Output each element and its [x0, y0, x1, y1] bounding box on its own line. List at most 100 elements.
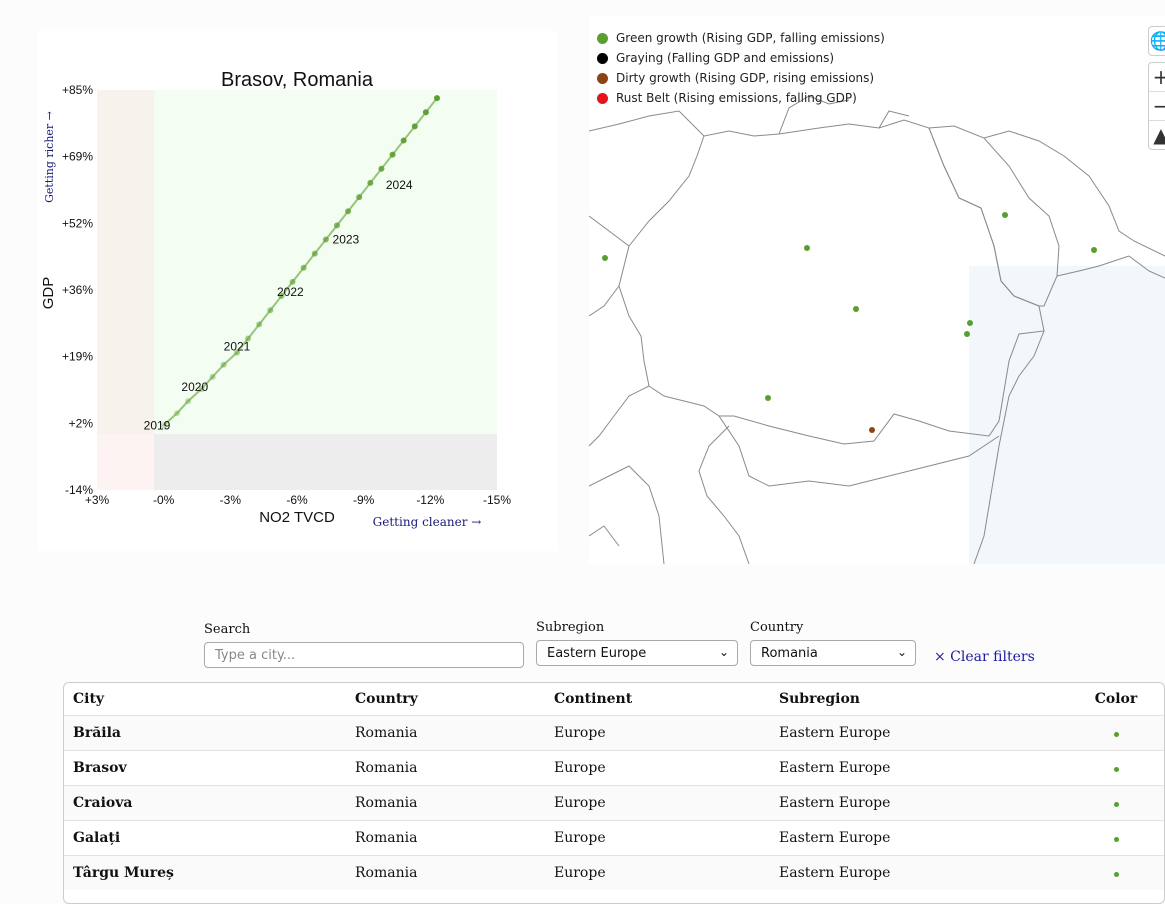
cell-color [1068, 855, 1164, 890]
year-label: 2024 [386, 178, 413, 192]
series-point [434, 95, 440, 102]
x-axis-label: NO2 TVCD [259, 509, 335, 526]
legend-item-rust-belt: Rust Belt (Rising emissions, falling GDP… [597, 88, 885, 108]
series-point [422, 109, 429, 116]
y-direction-label: Getting richer → [43, 111, 56, 203]
cell-color [1068, 715, 1164, 751]
city-points[interactable] [602, 212, 1097, 433]
city-point[interactable] [804, 245, 810, 251]
y-tick-label: +2% [69, 416, 94, 430]
city-point[interactable] [1091, 247, 1097, 253]
moldova-border [928, 125, 1060, 307]
header-city[interactable]: City [73, 691, 105, 707]
country-value: Romania [761, 645, 818, 661]
series-point [311, 250, 318, 257]
ukraine-border [589, 95, 1165, 277]
city-point[interactable] [602, 255, 608, 261]
cell-city: Craiova [64, 785, 346, 821]
cell-subregion: Eastern Europe [770, 855, 1068, 890]
cell-continent: Europe [545, 750, 770, 786]
quadrant-graying [154, 434, 497, 490]
table-row[interactable]: Brăila Romania Europe Eastern Europe [64, 715, 1164, 751]
city-point[interactable] [1002, 212, 1008, 218]
year-label: 2019 [144, 418, 171, 432]
series-point [400, 137, 407, 144]
series-point [356, 194, 363, 201]
country-label: Country [750, 620, 804, 635]
color-dot-icon [1113, 837, 1119, 842]
legend-dot-icon [597, 32, 608, 44]
series-point [267, 307, 274, 314]
header-subregion[interactable]: Subregion [779, 691, 860, 707]
cell-country: Romania [346, 715, 545, 751]
zoom-in-button[interactable]: + [1149, 63, 1165, 92]
header-color[interactable]: Color [1094, 691, 1138, 707]
map-panel[interactable]: Green growth (Rising GDP, falling emissi… [589, 16, 1165, 564]
y-tick-label: +52% [62, 216, 93, 230]
y-axis-label: GDP [40, 277, 57, 310]
y-tick-label: +36% [62, 283, 93, 297]
table-row[interactable]: Brasov Romania Europe Eastern Europe [64, 750, 1164, 786]
header-country[interactable]: Country [355, 691, 418, 707]
zoom-controls: + − ▲ [1148, 62, 1165, 150]
trajectory-chart: Brasov, Romania +85% +69% +52% +36% +19% +2% -… [40, 69, 511, 529]
legend-label: Rust Belt (Rising emissions, falling GDP… [616, 91, 857, 105]
x-direction-label: Getting cleaner → [373, 515, 482, 529]
cell-city: Brasov [64, 750, 346, 786]
romania-map[interactable] [589, 16, 1165, 564]
cell-subregion: Eastern Europe [770, 785, 1068, 821]
map-legend: Green growth (Rising GDP, falling emissi… [597, 28, 885, 108]
city-point[interactable] [853, 306, 859, 312]
year-label: 2023 [333, 233, 360, 247]
subregion-select[interactable]: Eastern Europe ⌄ [536, 640, 738, 666]
series-point [345, 208, 352, 215]
subregion-value: Eastern Europe [547, 645, 647, 661]
series-brasov [160, 95, 440, 429]
table-row[interactable]: Târgu Mureș Romania Europe Eastern Europ… [64, 855, 1164, 890]
y-tick-label: +85% [62, 83, 93, 97]
globe-icon[interactable]: 🌐 [1148, 26, 1165, 56]
y-tick-label: +69% [62, 150, 93, 164]
color-dot-icon [1113, 732, 1119, 737]
table-row[interactable]: Galați Romania Europe Eastern Europe [64, 820, 1164, 856]
series-point [256, 321, 263, 328]
clear-filters-link[interactable]: × Clear filters [934, 649, 1035, 665]
x-tick-label: -0% [153, 493, 175, 507]
series-point [322, 236, 329, 243]
header-continent[interactable]: Continent [554, 691, 633, 707]
city-point[interactable] [964, 331, 970, 337]
series-point [245, 335, 252, 342]
year-label: 2022 [277, 285, 304, 299]
cell-country: Romania [346, 855, 545, 890]
cell-country: Romania [346, 820, 545, 856]
x-tick-label: -9% [353, 493, 375, 507]
chart-panel: Brasov, Romania +85% +69% +52% +36% +19% +2% -… [37, 31, 557, 551]
legend-label: Green growth (Rising GDP, falling emissi… [616, 31, 885, 45]
legend-item-green-growth: Green growth (Rising GDP, falling emissi… [597, 28, 885, 48]
series-point [160, 422, 167, 429]
cell-country: Romania [346, 750, 545, 786]
search-placeholder: Type a city... [215, 647, 296, 663]
zoom-out-button[interactable]: − [1149, 92, 1165, 121]
cell-subregion: Eastern Europe [770, 715, 1068, 751]
compass-icon[interactable]: ▲ [1149, 121, 1165, 149]
search-input[interactable]: Type a city... [204, 642, 524, 668]
city-point[interactable] [869, 427, 875, 433]
city-point[interactable] [967, 320, 973, 326]
series-point [209, 373, 216, 380]
series-point [220, 361, 227, 368]
y-tick-label: +19% [62, 350, 93, 364]
country-select[interactable]: Romania ⌄ [750, 640, 916, 666]
city-point[interactable] [765, 395, 771, 401]
series-point [300, 264, 307, 271]
bulgaria-border [698, 415, 1000, 564]
cell-continent: Europe [545, 785, 770, 821]
legend-label: Graying (Falling GDP and emissions) [616, 51, 835, 65]
series-point [378, 165, 385, 172]
cell-continent: Europe [545, 715, 770, 751]
cell-country: Romania [346, 785, 545, 821]
series-point [367, 179, 374, 186]
cell-continent: Europe [545, 855, 770, 890]
table-row[interactable]: Craiova Romania Europe Eastern Europe [64, 785, 1164, 821]
year-annotations: 2019 2020 2021 2022 2023 2024 [144, 178, 413, 432]
